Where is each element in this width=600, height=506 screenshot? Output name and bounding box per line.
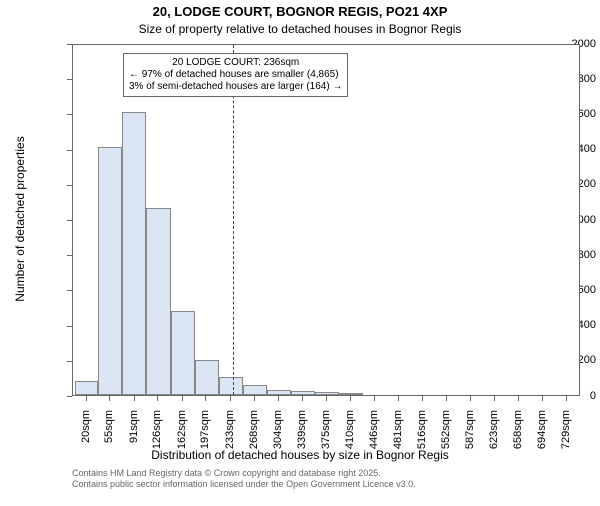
chart-title: 20, LODGE COURT, BOGNOR REGIS, PO21 4XP xyxy=(0,4,600,19)
x-tick-mark xyxy=(326,396,327,401)
bar xyxy=(171,311,195,395)
chart-subtitle: Size of property relative to detached ho… xyxy=(0,22,600,36)
bar xyxy=(146,208,170,395)
bar xyxy=(219,377,243,395)
x-tick-mark xyxy=(109,396,110,401)
x-tick-mark xyxy=(398,396,399,401)
x-tick-mark xyxy=(205,396,206,401)
x-tick-mark xyxy=(494,396,495,401)
x-tick-mark xyxy=(302,396,303,401)
chart-container: 20, LODGE COURT, BOGNOR REGIS, PO21 4XP … xyxy=(0,0,600,500)
reference-line xyxy=(233,45,234,395)
bar xyxy=(243,385,267,395)
x-tick-mark xyxy=(182,396,183,401)
footer-line: Contains HM Land Registry data © Crown c… xyxy=(72,468,416,479)
bar xyxy=(75,381,99,395)
annotation-line: ← 97% of detached houses are smaller (4,… xyxy=(129,69,342,81)
annotation-box: 20 LODGE COURT: 236sqm← 97% of detached … xyxy=(123,53,348,97)
x-tick-mark xyxy=(134,396,135,401)
footer-attribution: Contains HM Land Registry data © Crown c… xyxy=(72,468,416,490)
bar xyxy=(339,393,363,395)
x-tick-mark xyxy=(86,396,87,401)
bar xyxy=(122,112,146,395)
x-tick-mark xyxy=(350,396,351,401)
y-tick-mark xyxy=(67,396,72,397)
x-tick-mark xyxy=(446,396,447,401)
x-tick-mark xyxy=(278,396,279,401)
x-tick-mark xyxy=(157,396,158,401)
x-tick-mark xyxy=(254,396,255,401)
x-tick-mark xyxy=(542,396,543,401)
y-axis-label: Number of detached properties xyxy=(13,119,27,319)
plot-area: 20 LODGE COURT: 236sqm← 97% of detached … xyxy=(72,44,580,396)
x-tick-mark xyxy=(374,396,375,401)
x-tick-mark xyxy=(422,396,423,401)
x-tick-mark xyxy=(566,396,567,401)
x-tick-mark xyxy=(470,396,471,401)
bar xyxy=(195,360,219,395)
x-tick-mark xyxy=(518,396,519,401)
bar xyxy=(98,147,122,395)
x-axis-label: Distribution of detached houses by size … xyxy=(0,448,600,462)
annotation-line: 3% of semi-detached houses are larger (1… xyxy=(129,81,342,93)
footer-line: Contains public sector information licen… xyxy=(72,479,416,490)
annotation-line: 20 LODGE COURT: 236sqm xyxy=(129,57,342,69)
bar xyxy=(315,392,339,395)
x-tick-mark xyxy=(230,396,231,401)
bar xyxy=(267,390,291,395)
bar xyxy=(291,391,315,395)
